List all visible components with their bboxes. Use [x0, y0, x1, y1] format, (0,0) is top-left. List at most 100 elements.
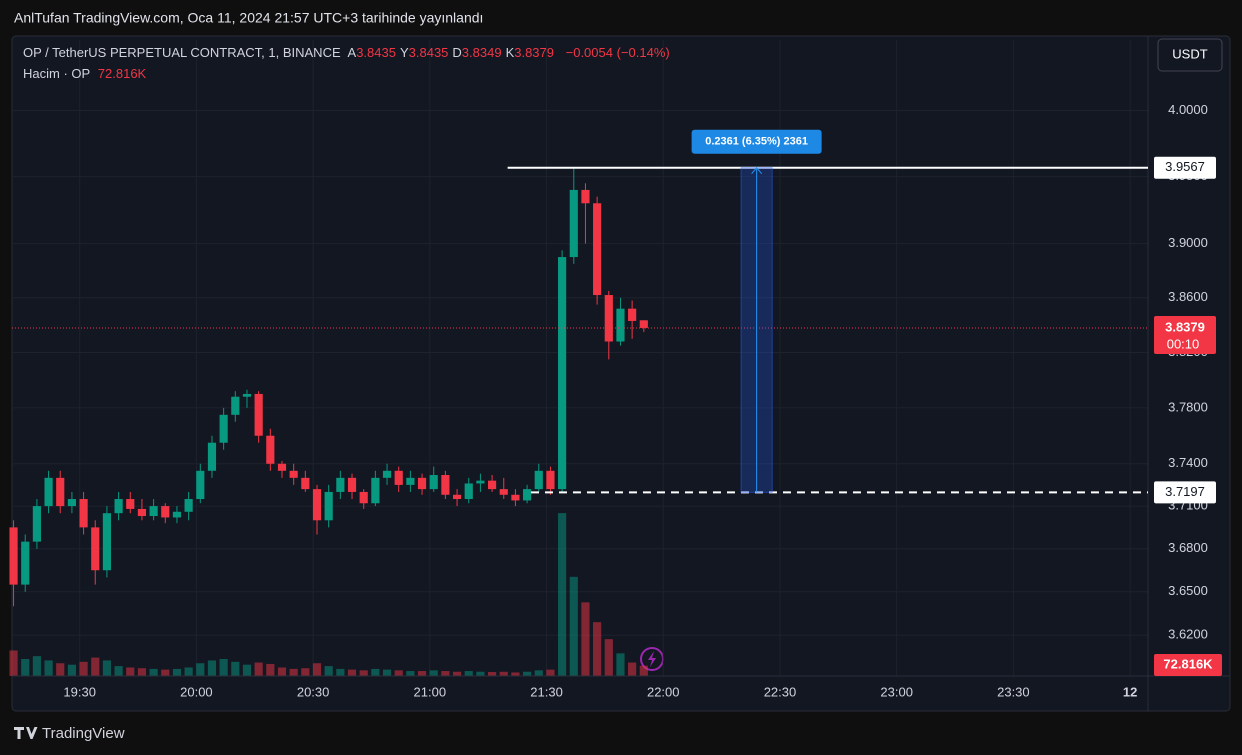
y-tick-label: 3.6500	[1168, 583, 1208, 598]
candle-body	[196, 470, 205, 500]
volume-bar	[546, 669, 555, 676]
volume-bar	[126, 667, 135, 676]
volume-bar	[91, 657, 100, 676]
volume-bar	[628, 662, 637, 676]
x-tick-label: 21:30	[530, 684, 563, 699]
candle-body	[546, 470, 555, 490]
candle-body	[476, 480, 485, 484]
x-tick-label: 20:30	[297, 684, 330, 699]
volume-bar	[172, 668, 182, 676]
volume-bar	[21, 659, 30, 676]
currency-label[interactable]: USDT	[1172, 46, 1207, 61]
logo-icon	[14, 727, 38, 739]
volume-bar	[277, 667, 287, 676]
candle-body	[616, 308, 625, 342]
ohlc-key: D	[452, 45, 462, 60]
logo: TradingView	[14, 725, 125, 742]
currency-button[interactable]	[1157, 38, 1223, 72]
volume-bar	[394, 670, 403, 676]
y-tick-label: 3.6200	[1168, 627, 1208, 642]
symbol: OP / TetherUS PERPETUAL CONTRACT, 1, BIN…	[23, 45, 341, 60]
candle-body	[161, 506, 170, 518]
candle-body	[336, 477, 345, 492]
candle-body	[21, 541, 30, 585]
y-tick-label: 4.0000	[1168, 102, 1208, 117]
candle-body	[91, 527, 100, 571]
candle-body	[406, 477, 415, 485]
candle-body	[254, 393, 263, 436]
volume-bar	[137, 668, 147, 676]
candle-body	[417, 477, 427, 490]
volume-bar	[44, 660, 53, 676]
candle-body	[452, 494, 462, 500]
plot-area	[9, 40, 1148, 676]
candle-body	[429, 475, 438, 490]
ohlc-key: Y	[399, 45, 409, 60]
candle-body	[312, 489, 322, 521]
price-label: 3.7197	[1165, 484, 1205, 499]
measure-arrowhead	[751, 166, 763, 175]
volume-bar	[102, 660, 112, 676]
volume-bar	[616, 653, 625, 676]
volume-bar	[382, 669, 392, 676]
candle-body	[487, 480, 497, 490]
countdown: 00:10	[1167, 336, 1200, 351]
candle-body	[301, 477, 310, 490]
candle-body	[324, 491, 333, 521]
current-price-box	[1154, 315, 1216, 354]
y-tick-label: 3.6800	[1168, 540, 1208, 555]
candle-body	[639, 320, 648, 328]
x-tick-label: 23:00	[880, 684, 913, 699]
volume-bar	[79, 661, 88, 676]
volume-bar	[511, 672, 520, 676]
volume-bar	[523, 671, 532, 676]
measure-label-box	[691, 129, 822, 154]
x-tick-label: 20:00	[180, 684, 213, 699]
ohlc: A3.8435 Y3.8435 D3.8349 K3.8379	[348, 45, 558, 60]
candle-body	[126, 499, 135, 509]
volume-name: Hacim · OP	[23, 66, 91, 81]
volume-bar	[9, 650, 18, 676]
candle-body	[441, 475, 450, 495]
candle-body	[172, 511, 182, 518]
x-tick-label: 22:00	[647, 684, 680, 699]
candle-body	[534, 470, 543, 490]
candle-body	[114, 499, 123, 514]
candle-body	[464, 483, 473, 500]
candle-body	[207, 442, 217, 471]
candle-body	[628, 308, 637, 321]
candle-body	[604, 295, 613, 342]
price-label: 3.9567	[1165, 159, 1205, 174]
volume-bar	[184, 667, 193, 676]
volume-bar	[114, 666, 123, 676]
candle-body	[67, 499, 76, 507]
volume-bar	[207, 660, 217, 676]
volume-bar	[289, 668, 298, 676]
candle-body	[593, 203, 602, 296]
volume-bar	[32, 656, 41, 676]
candle-body	[149, 506, 158, 517]
volume-label-box	[1154, 654, 1222, 676]
volume-bar	[558, 513, 567, 676]
candle-body	[394, 470, 403, 485]
volume-bar	[452, 671, 462, 676]
candle-body	[266, 435, 275, 464]
volume-bar	[581, 602, 590, 676]
x-tick-label: 23:30	[997, 684, 1030, 699]
candle-body	[32, 506, 41, 542]
x-tick-label: 12	[1123, 684, 1137, 699]
candle-body	[382, 470, 392, 478]
price-label-box	[1154, 481, 1216, 504]
candle-body	[359, 491, 368, 504]
volume-bar	[254, 662, 263, 676]
volume-bar	[406, 671, 415, 676]
candle-body	[558, 257, 567, 490]
x-tick-label: 21:00	[414, 684, 447, 699]
candle-body	[102, 513, 112, 571]
ohlc-key: K	[505, 45, 515, 60]
volume-bar	[219, 659, 228, 676]
volume-bar	[639, 665, 648, 676]
header: AnlTufan TradingView.com, Oca 11, 2024 2…	[14, 10, 483, 26]
candle-body	[289, 470, 298, 478]
y-tick-label: 3.9000	[1168, 235, 1208, 250]
